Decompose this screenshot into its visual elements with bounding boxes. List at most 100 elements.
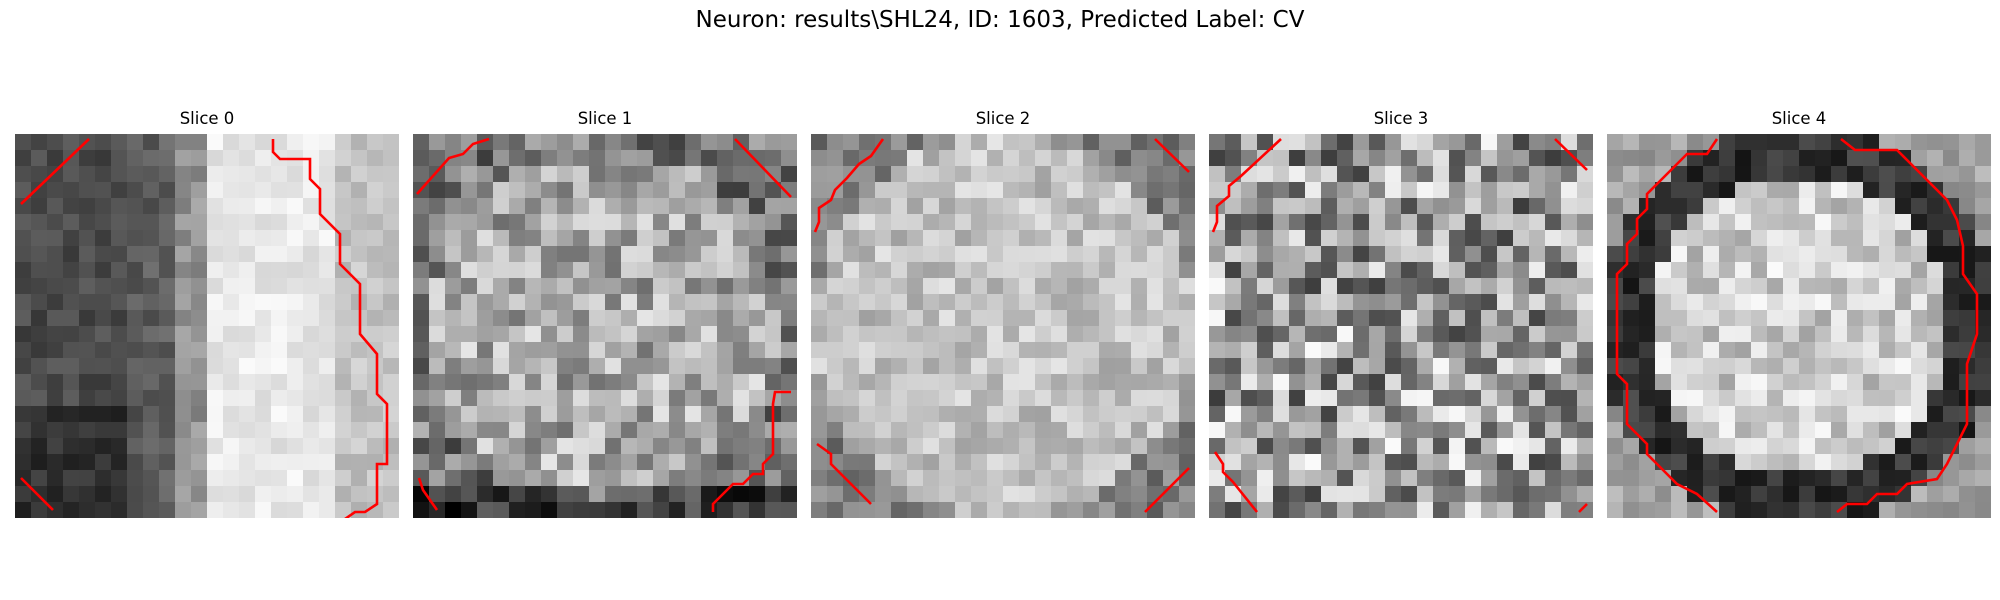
pixel: [1831, 150, 1848, 167]
pixel: [1687, 406, 1704, 423]
pixel: [875, 390, 892, 407]
pixel: [875, 262, 892, 279]
pixel: [971, 326, 988, 343]
pixel: [1687, 294, 1704, 311]
pixel: [1911, 246, 1928, 263]
pixel: [1959, 262, 1976, 279]
pixel: [1115, 502, 1132, 518]
pixel: [429, 342, 446, 359]
pixel: [1497, 342, 1514, 359]
pixel: [1465, 278, 1482, 295]
pixel: [1115, 438, 1132, 455]
pixel: [223, 390, 240, 407]
pixel: [1863, 134, 1880, 151]
pixel: [493, 470, 510, 487]
pixel: [987, 326, 1004, 343]
pixel: [509, 134, 526, 151]
pixel: [685, 358, 702, 375]
pixel: [1831, 406, 1848, 423]
pixel: [1719, 406, 1736, 423]
pixel: [239, 422, 256, 439]
pixel: [1225, 150, 1242, 167]
pixel: [1703, 294, 1720, 311]
pixel: [47, 390, 64, 407]
pixel: [811, 342, 828, 359]
pixel: [367, 294, 384, 311]
pixel: [1385, 182, 1402, 199]
pixel: [1449, 182, 1466, 199]
pixel: [1927, 246, 1944, 263]
pixel: [1083, 470, 1100, 487]
pixel: [477, 486, 494, 503]
pixel: [127, 342, 144, 359]
pixel: [1067, 182, 1084, 199]
pixel: [1607, 230, 1624, 247]
pixel: [1321, 214, 1338, 231]
pixel: [541, 262, 558, 279]
pixel: [1943, 438, 1960, 455]
pixel: [1863, 230, 1880, 247]
pixel: [1321, 278, 1338, 295]
pixel: [319, 198, 336, 215]
pixel: [589, 134, 606, 151]
pixel: [1975, 422, 1991, 439]
pixel: [1815, 406, 1832, 423]
pixel: [1831, 262, 1848, 279]
pixel: [605, 166, 622, 183]
figure-title: Neuron: results\SHL24, ID: 1603, Predict…: [695, 7, 1305, 33]
pixel: [383, 166, 399, 183]
pixel: [367, 230, 384, 247]
pixel: [1353, 262, 1370, 279]
pixel: [1767, 230, 1784, 247]
pixel: [669, 502, 686, 518]
pixel: [1417, 166, 1434, 183]
pixel: [525, 294, 542, 311]
pixel: [175, 374, 192, 391]
pixel: [159, 230, 176, 247]
pixel: [605, 502, 622, 518]
pixel: [223, 214, 240, 231]
pixel: [685, 294, 702, 311]
pixel: [669, 230, 686, 247]
pixel: [669, 422, 686, 439]
pixel: [939, 486, 956, 503]
pixel: [1257, 166, 1274, 183]
pixel: [811, 486, 828, 503]
pixel: [621, 310, 638, 327]
pixel: [1449, 454, 1466, 471]
pixel: [47, 310, 64, 327]
pixel: [1179, 486, 1195, 503]
pixel: [15, 262, 32, 279]
pixel: [191, 294, 208, 311]
pixel: [1529, 358, 1546, 375]
pixel: [127, 470, 144, 487]
pixel: [1051, 134, 1068, 151]
pixel: [1465, 342, 1482, 359]
pixel: [1847, 230, 1864, 247]
pixel: [749, 214, 766, 231]
pixel: [1751, 486, 1768, 503]
pixel: [1959, 182, 1976, 199]
pixel: [1513, 166, 1530, 183]
pixel: [477, 166, 494, 183]
pixel: [1895, 134, 1912, 151]
pixel: [111, 342, 128, 359]
pixel: [955, 358, 972, 375]
pixel: [1513, 470, 1530, 487]
pixel: [429, 198, 446, 215]
pixel: [1847, 374, 1864, 391]
pixel: [1927, 454, 1944, 471]
pixel: [891, 470, 908, 487]
pixel: [429, 470, 446, 487]
pixel: [1465, 470, 1482, 487]
pixel: [1003, 262, 1020, 279]
pixel: [1719, 150, 1736, 167]
pixel: [1513, 246, 1530, 263]
pixel: [223, 326, 240, 343]
pixel: [1879, 470, 1896, 487]
pixel: [1209, 454, 1226, 471]
pixel: [1417, 406, 1434, 423]
pixel: [95, 470, 112, 487]
pixel: [1513, 486, 1530, 503]
pixel: [1799, 230, 1816, 247]
